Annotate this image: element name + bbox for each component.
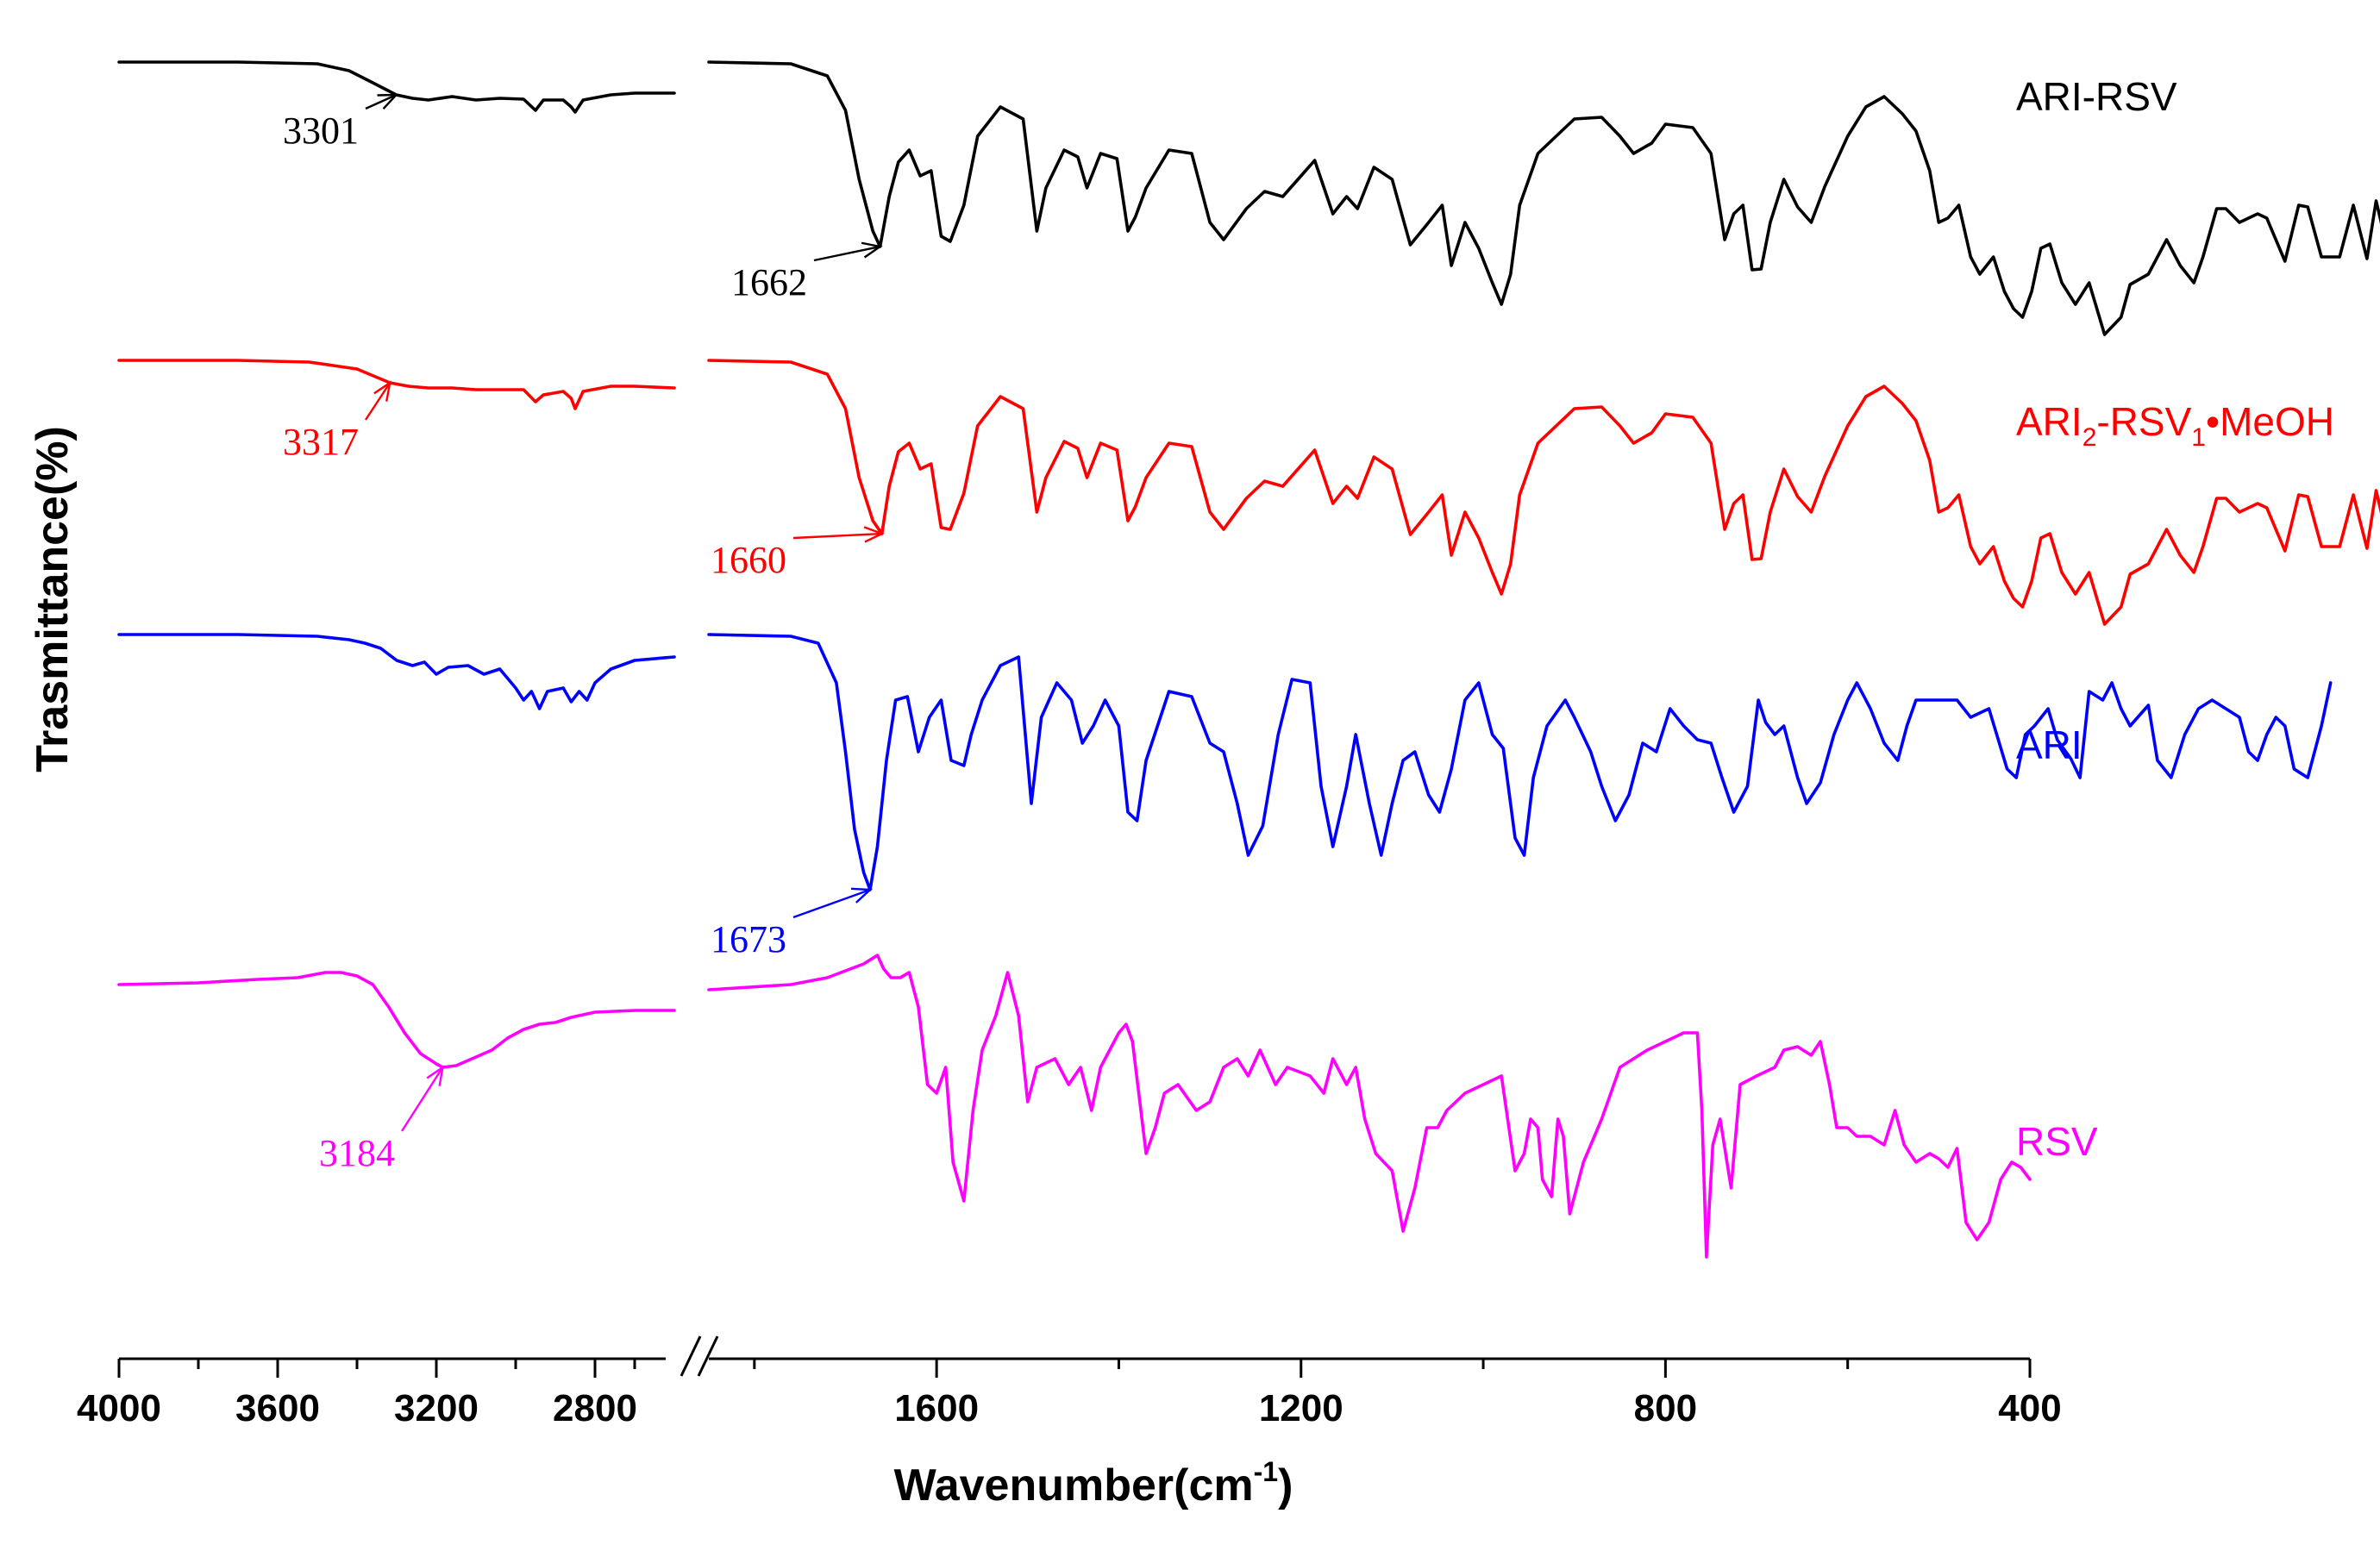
x-axis: 4000 3600 3200 2800 1600 1200 800 400 [77,1335,2062,1429]
annotation-label: 1660 [711,539,786,581]
annotation-arrowhead [426,1065,445,1086]
annotation-label: 3301 [283,109,359,152]
x-tick-label: 400 [1998,1387,2061,1429]
x-axis-title-sup: -1 [1254,1456,1278,1487]
x-axis-title-main: Wavenumber(cm [894,1460,1254,1510]
series-ari-right-trace [707,633,2333,891]
legend-label-rsv: RSV [2016,1119,2098,1164]
series-ari-rsv-right-trace [707,60,2380,336]
series-rsv-right-trace [707,954,2032,1259]
series-ari-left-trace [117,633,676,710]
annotation-arrow [792,532,882,540]
tick-layer: 4000 3600 3200 2800 1600 1200 800 400 [77,1359,2062,1429]
x-tick-label: 800 [1634,1387,1697,1429]
annotation-layer: 3301 1662 3317 1660 1673 3184 [283,93,885,1174]
legend-label-sub: 1 [2191,423,2206,452]
x-tick-label: 1200 [1259,1387,1343,1429]
annotation-arrow [400,1066,444,1132]
annotation-arrowhead [850,887,873,904]
annotation-arrowhead [377,93,399,109]
legend-label-text: RSV [2016,1119,2098,1164]
legend-label-ari2-rsv1-meoh: ARI2-RSV1•MeOH [2016,399,2334,452]
x-tick-label: 3600 [235,1387,320,1429]
series-ari-rsv-left-trace [117,60,676,114]
legend-label-text: ARI [2016,399,2082,444]
axis-break-mark [680,1335,702,1377]
annotation-arrowhead [373,380,391,402]
legend: ARI-RSV ARI2-RSV1•MeOH ARI RSV [2016,74,2334,1164]
annotation-arrow [365,93,398,110]
axis-break-mark [697,1335,719,1377]
annotation-label: 1662 [731,261,807,303]
series-ari2-rsv1-meoh-right-trace [707,359,2380,626]
legend-label-text: ARI [2016,722,2082,767]
annotation-arrow [364,382,391,421]
x-tick-label: 2800 [553,1387,637,1429]
legend-label-sub: 2 [2082,423,2097,452]
x-axis-title-close: ) [1278,1460,1293,1510]
y-axis-title: Trasmittance(%) [28,426,78,772]
legend-label-text: -RSV [2096,399,2191,444]
annotation-arrow [813,245,880,262]
legend-label-ari: ARI [2016,722,2082,767]
legend-label-text: MeOH [2220,399,2334,444]
annotation-arrowhead [863,526,885,543]
x-tick-label: 3200 [394,1387,479,1429]
legend-label-ari-rsv: ARI-RSV [2016,74,2177,119]
legend-label-bullet: • [2206,399,2220,444]
series-layer [117,60,2380,1259]
legend-label-text: ARI-RSV [2016,74,2177,119]
x-axis-title: Wavenumber(cm-1) [894,1456,1293,1510]
annotation-label: 1673 [711,918,786,960]
series-rsv-left-trace [117,971,676,1069]
annotation-label: 3184 [319,1132,395,1174]
x-tick-label: 4000 [77,1387,161,1429]
series-ari2-rsv1-meoh-left-trace [117,359,676,410]
annotation-arrowhead [861,241,883,259]
annotation-label: 3317 [283,421,359,463]
annotation-arrow [792,888,871,919]
x-tick-label: 1600 [894,1387,979,1429]
